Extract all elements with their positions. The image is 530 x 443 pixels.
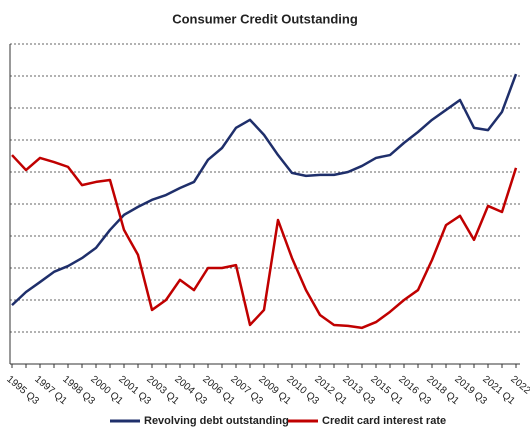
legend-label: Credit card interest rate — [322, 415, 446, 427]
legend-label: Revolving debt outstanding — [144, 415, 289, 427]
series-line — [11, 73, 518, 307]
chart-title: Consumer Credit Outstanding — [172, 11, 358, 26]
series-line — [11, 154, 518, 330]
